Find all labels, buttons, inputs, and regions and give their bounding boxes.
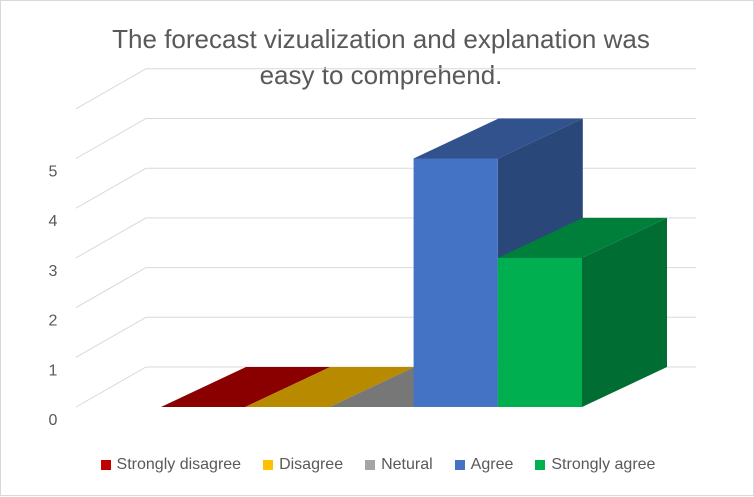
legend-swatch [100,460,111,470]
legend-swatch [365,460,376,470]
legend-item: Strongly agree [535,456,655,474]
bar-top [161,367,331,407]
legend-swatch [263,460,274,470]
legend-label: Netural [381,456,433,473]
gridline-depth [75,267,147,309]
bar-top [497,217,667,258]
y-tick-label: 4 [49,213,58,230]
bar-side [582,217,667,407]
legend-item: Strongly disagree [100,456,242,474]
bar-top [245,367,415,407]
gridline-depth [75,316,147,358]
legend-item: Agree [454,456,514,474]
gridline-depth [75,366,147,408]
legend-label: Strongly agree [551,456,656,473]
bar [245,367,415,407]
bar [497,217,667,407]
y-tick-label: 5 [49,164,58,181]
y-tick-label: 1 [49,362,58,379]
legend-label: Disagree [279,456,344,473]
legend-item: Disagree [263,456,343,474]
gridline-depth [75,217,147,259]
gridline-depth [75,118,147,159]
gridline-depth [75,68,147,110]
gridline-depth [75,167,147,209]
bar-front [413,158,498,407]
legend-label: Strongly disagree [116,456,242,473]
legend-label: Agree [470,456,514,473]
legend-swatch [454,460,465,470]
y-tick-label: 2 [49,313,58,330]
legend-item: Netural [365,456,433,474]
legend-swatch [535,460,546,470]
y-tick-label: 0 [49,412,58,429]
y-tick-label: 3 [49,263,58,280]
bar-front [497,257,582,407]
chart-legend: Strongly disagree Disagree Netural Agree Str… [1,456,754,474]
chart-title: The forecast vizualization and explanati… [112,24,650,90]
bar-top [413,118,583,159]
